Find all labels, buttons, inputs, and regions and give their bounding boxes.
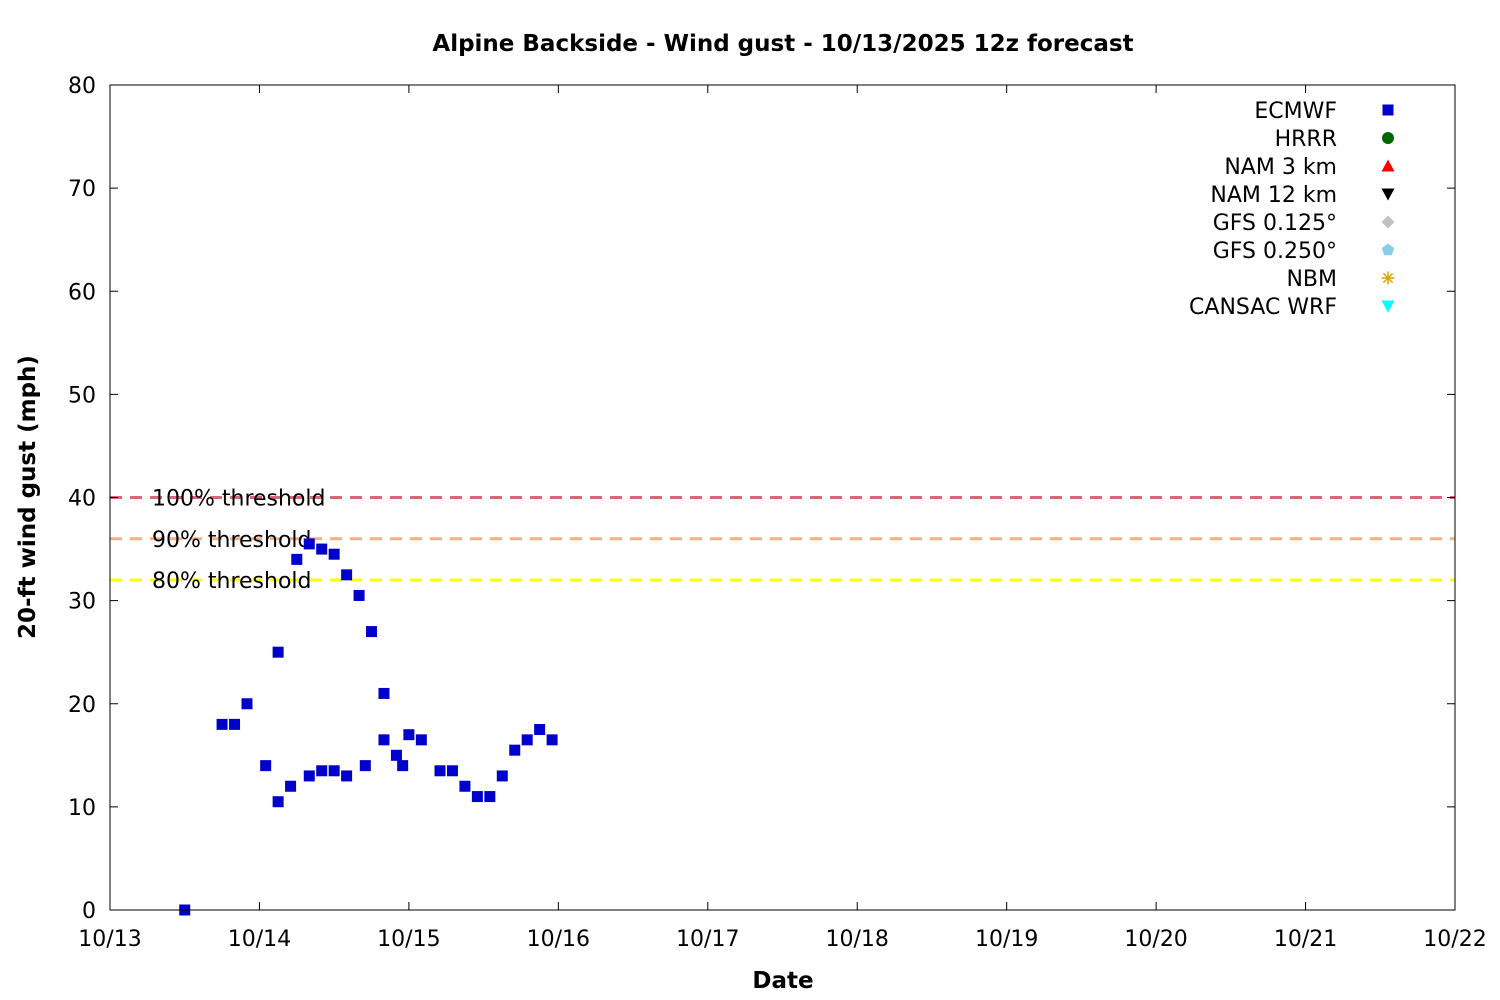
y-tick-label: 40	[68, 487, 96, 512]
data-point	[359, 760, 371, 772]
legend-marker	[1381, 271, 1395, 285]
data-point	[378, 734, 390, 746]
threshold-label: 80% threshold	[152, 569, 312, 594]
data-point	[260, 760, 272, 772]
data-point	[378, 687, 390, 699]
legend-label: ECMWF	[1254, 99, 1337, 124]
legend-label: GFS 0.250°	[1213, 239, 1337, 264]
data-point	[216, 718, 228, 730]
legend-label: CANSAC WRF	[1189, 295, 1337, 320]
x-tick-label: 10/22	[1423, 927, 1486, 952]
legend-marker	[1382, 132, 1394, 144]
x-tick-label: 10/21	[1274, 927, 1337, 952]
y-tick-label: 20	[68, 693, 96, 718]
data-point	[366, 626, 378, 638]
y-tick-label: 0	[82, 899, 96, 924]
legend-marker	[1381, 243, 1395, 256]
data-point	[328, 548, 340, 560]
data-point	[484, 791, 496, 803]
data-point	[341, 770, 353, 782]
data-point	[496, 770, 508, 782]
y-tick-label: 30	[68, 590, 96, 615]
legend-marker	[1381, 188, 1395, 201]
y-tick-label: 10	[68, 796, 96, 821]
legend-marker	[1382, 104, 1394, 116]
data-point	[285, 780, 297, 792]
data-point	[341, 569, 353, 581]
data-point	[328, 765, 340, 777]
data-point	[272, 646, 284, 658]
x-tick-label: 10/20	[1124, 927, 1187, 952]
data-point	[415, 734, 427, 746]
threshold-label: 100% threshold	[152, 487, 326, 512]
x-tick-label: 10/13	[78, 927, 141, 952]
axes: 0 10 20 30 40 50 60 70 80 10/13 10/14 10/15 10/16 10/…	[68, 74, 1487, 952]
series-ecmwf	[179, 538, 558, 916]
data-point	[521, 734, 533, 746]
x-tick-label: 10/19	[975, 927, 1038, 952]
legend-label: NAM 3 km	[1224, 155, 1337, 180]
x-tick-label: 10/16	[527, 927, 590, 952]
legend-label: GFS 0.125°	[1213, 211, 1337, 236]
data-point	[272, 796, 284, 808]
data-point	[446, 765, 458, 777]
data-point	[471, 791, 483, 803]
data-point	[403, 729, 415, 741]
data-point	[303, 770, 315, 782]
y-tick-label: 80	[68, 74, 96, 99]
threshold-label: 90% threshold	[152, 528, 312, 553]
data-point	[534, 724, 546, 736]
x-tick-label: 10/17	[676, 927, 739, 952]
legend-marker	[1381, 215, 1395, 229]
data-point	[459, 780, 471, 792]
legend: ECMWF HRRR NAM 3 km NAM 12 km GFS 0.125° GFS …	[1189, 99, 1395, 320]
legend-marker	[1381, 300, 1395, 313]
legend-label: HRRR	[1275, 127, 1337, 152]
data-point	[397, 760, 409, 772]
data-point	[303, 538, 315, 550]
data-point	[390, 749, 402, 761]
legend-label: NBM	[1286, 267, 1337, 292]
threshold-lines: 100% threshold 90% threshold 80% threshold	[110, 487, 1455, 594]
data-point	[241, 698, 253, 710]
data-point	[229, 718, 241, 730]
data-point	[509, 744, 521, 756]
y-tick-label: 50	[68, 383, 96, 408]
x-tick-label: 10/15	[377, 927, 440, 952]
data-point	[434, 765, 446, 777]
x-axis-title: Date	[752, 968, 813, 994]
y-axis-title: 20-ft wind gust (mph)	[15, 355, 41, 639]
legend-marker	[1381, 159, 1395, 172]
chart-title: Alpine Backside - Wind gust - 10/13/2025…	[432, 31, 1133, 57]
data-point	[316, 765, 328, 777]
data-series	[179, 538, 558, 916]
data-point	[353, 589, 365, 601]
legend-label: NAM 12 km	[1210, 183, 1337, 208]
y-tick-label: 70	[68, 177, 96, 202]
x-tick-label: 10/14	[228, 927, 291, 952]
data-point	[291, 553, 303, 565]
data-point	[546, 734, 558, 746]
data-point	[316, 543, 328, 555]
x-tick-label: 10/18	[826, 927, 889, 952]
y-tick-label: 60	[68, 280, 96, 305]
